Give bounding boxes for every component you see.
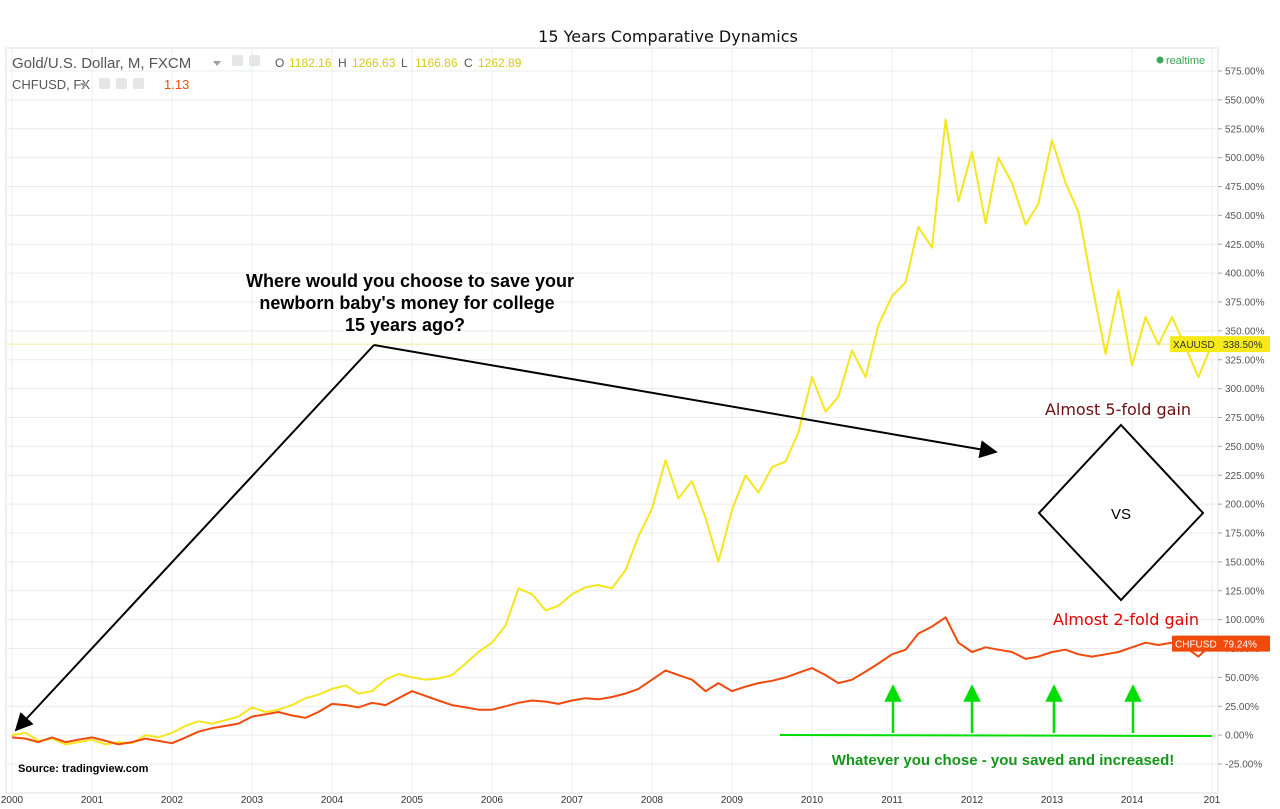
arrow-to-vs	[373, 344, 998, 459]
y-tick-label: 25.00%	[1225, 702, 1259, 713]
conclusion-label: Whatever you chose - you saved and incre…	[832, 752, 1175, 769]
last-value-symbol: XAUUSD	[1173, 340, 1215, 351]
y-tick-label: 475.00%	[1225, 182, 1265, 193]
y-tick-label: 175.00%	[1225, 529, 1265, 540]
realtime-dot-icon	[1156, 56, 1164, 64]
y-tick-label: 550.00%	[1225, 95, 1265, 106]
y-tick-label: 275.00%	[1225, 413, 1265, 424]
question-annotation: Where would you choose to save your newb…	[246, 271, 574, 335]
series-layer	[11, 118, 1213, 746]
last-value-tag-xauusd: XAUUSD 338.50%	[1170, 336, 1270, 353]
compare-settings-icon[interactable]	[116, 78, 127, 89]
compare-dropdown-icon[interactable]	[80, 83, 88, 88]
x-tick-label: 2010	[801, 795, 824, 806]
vs-label: VS	[1111, 506, 1131, 523]
realtime-label: realtime	[1166, 55, 1205, 67]
chart-title: 15 Years Comparative Dynamics	[538, 27, 798, 46]
axis-layer: 575.00% 550.00% 525.00% 500.00% 475.00% 450.0…	[1, 67, 1270, 806]
eye-icon[interactable]	[232, 55, 243, 66]
last-value-symbol: CHFUSD	[1175, 640, 1217, 651]
question-line-1: Where would you choose to save your	[246, 271, 574, 291]
last-value-label: 338.50%	[1223, 340, 1263, 351]
y-tick-label: 375.00%	[1225, 298, 1265, 309]
series-line-chfusd	[11, 616, 1213, 746]
ohlc-value: 1166.86	[415, 56, 458, 70]
ohlc-value: 1182.16	[289, 56, 332, 70]
plot-frame	[5, 47, 1219, 794]
x-tick-label: 2000	[1, 795, 24, 806]
compare-symbol-label[interactable]: CHFUSD, FX	[12, 77, 90, 92]
ohlc-value: 1266.63	[352, 56, 396, 70]
series-line-xauusd	[11, 118, 1213, 746]
source-label: Source: tradingview.com	[18, 763, 149, 775]
ohlc-value: 1262.89	[478, 56, 522, 70]
y-tick-label: 450.00%	[1225, 211, 1265, 222]
y-tick-label: 225.00%	[1225, 471, 1265, 482]
x-tick-label: 2008	[641, 795, 664, 806]
vs-diamond	[1037, 423, 1205, 602]
last-value-tag-chfusd: CHFUSD 79.24%	[1172, 635, 1270, 652]
x-tick-label: 2012	[961, 795, 984, 806]
x-tick-label: 2001	[81, 795, 104, 806]
compare-eye-icon[interactable]	[99, 78, 110, 89]
symbol-dropdown-icon[interactable]	[213, 61, 221, 66]
y-tick-label: 500.00%	[1225, 153, 1265, 164]
x-tick-label: 2014	[1121, 795, 1144, 806]
ohlc-key: C	[464, 56, 473, 70]
x-tick-label: 2003	[241, 795, 264, 806]
y-tick-label: 125.00%	[1225, 586, 1265, 597]
ohlc-values: O 1182.16 H 1266.63 L 1166.86 C 1262.89	[275, 56, 522, 70]
x-tick-label: 2011	[881, 795, 903, 806]
x-tick-label: 2007	[561, 795, 584, 806]
question-line-3: 15 years ago?	[345, 315, 465, 335]
y-tick-label: -25.00%	[1225, 760, 1262, 771]
y-tick-label: 325.00%	[1225, 355, 1265, 366]
chf-gain-label: Almost 2-fold gain	[1053, 610, 1199, 629]
x-tick-label: 201	[1204, 795, 1221, 806]
last-value-label: 79.24%	[1223, 640, 1257, 651]
y-tick-label: 100.00%	[1225, 615, 1265, 626]
x-tick-label: 2009	[721, 795, 744, 806]
ohlc-key: O	[275, 56, 284, 70]
green-baseline	[779, 734, 1213, 737]
y-tick-label: 300.00%	[1225, 384, 1265, 395]
x-tick-label: 2013	[1041, 795, 1064, 806]
ohlc-key: L	[401, 56, 408, 70]
x-tick-label: 2006	[481, 795, 504, 806]
symbol-label[interactable]: Gold/U.S. Dollar, M, FXCM	[12, 55, 191, 72]
y-tick-label: 150.00%	[1225, 557, 1265, 568]
x-tick-label: 2002	[161, 795, 184, 806]
question-line-2: newborn baby's money for college	[259, 293, 554, 313]
settings-icon[interactable]	[249, 55, 260, 66]
y-tick-label: 250.00%	[1225, 442, 1265, 453]
y-tick-label: 0.00%	[1225, 731, 1253, 742]
y-tick-label: 575.00%	[1225, 67, 1265, 78]
x-tick-label: 2005	[401, 795, 424, 806]
y-tick-label: 200.00%	[1225, 500, 1265, 511]
y-tick-label: 350.00%	[1225, 326, 1265, 337]
arrow-to-start	[14, 344, 375, 732]
y-tick-label: 525.00%	[1225, 124, 1265, 135]
y-tick-label: 50.00%	[1225, 673, 1259, 684]
y-tick-label: 425.00%	[1225, 240, 1265, 251]
y-tick-label: 400.00%	[1225, 269, 1265, 280]
ohlc-key: H	[338, 56, 347, 70]
gold-gain-label: Almost 5-fold gain	[1045, 400, 1191, 419]
x-tick-label: 2004	[321, 795, 344, 806]
compare-value: 1.13	[164, 77, 189, 92]
compare-remove-icon[interactable]	[133, 78, 144, 89]
